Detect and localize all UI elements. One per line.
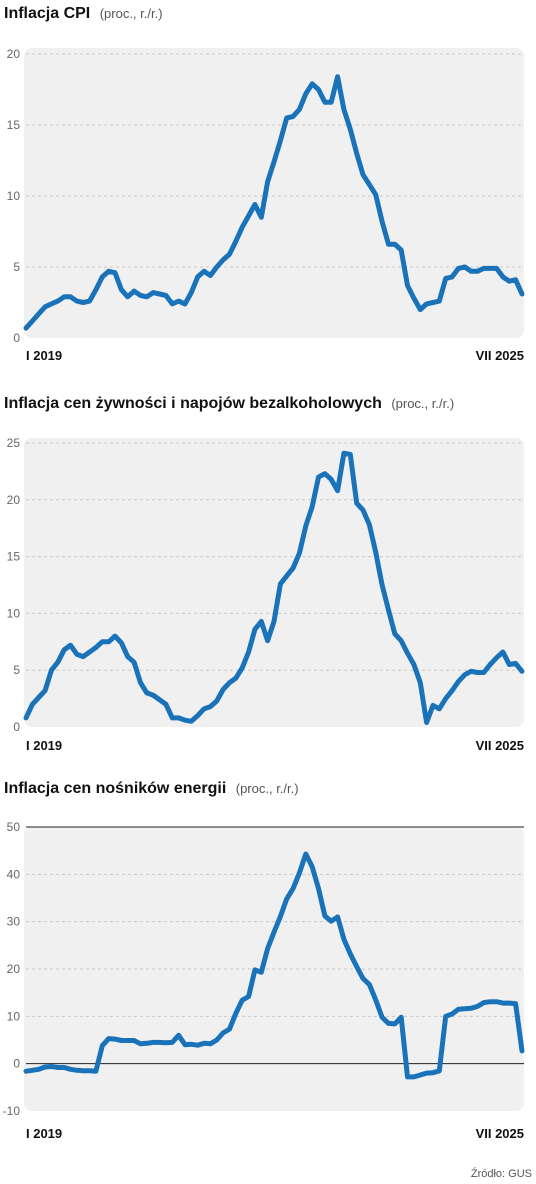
energy-y-tick-label: 30 xyxy=(7,915,21,929)
food-inflation-chart: Inflacja cen żywności i napojów bezalkoh… xyxy=(4,395,525,753)
cpi-y-tick-label: 5 xyxy=(13,260,20,274)
food-plot-area xyxy=(24,438,524,727)
food-y-tick-label: 25 xyxy=(7,436,21,450)
energy-y-tick-label: 0 xyxy=(13,1057,20,1071)
food-x-start-label: I 2019 xyxy=(26,738,62,753)
energy-y-tick-label: 20 xyxy=(7,962,21,976)
cpi-chart: Inflacja CPI (proc., r./r.) 0 5 10 15 20 I 20… xyxy=(4,5,525,363)
energy-title-unit: (proc., r./r.) xyxy=(236,781,299,796)
food-y-tick-label: 10 xyxy=(7,606,21,620)
energy-x-end-label: VII 2025 xyxy=(476,1126,524,1141)
food-y-tick-label: 0 xyxy=(13,720,20,734)
food-series-line xyxy=(23,450,525,725)
energy-y-tick-label: 50 xyxy=(7,820,21,834)
energy-series-line xyxy=(23,851,525,1080)
cpi-plot-area xyxy=(24,48,524,338)
energy-y-tick-label: -10 xyxy=(3,1104,21,1118)
food-y-tick-label: 5 xyxy=(13,663,20,677)
cpi-y-tick-label: 10 xyxy=(7,189,21,203)
cpi-y-tick-label: 0 xyxy=(13,331,20,345)
energy-y-tick-label: 10 xyxy=(7,1009,21,1023)
cpi-title-text: Inflacja CPI xyxy=(4,5,90,22)
food-x-end-label: VII 2025 xyxy=(476,738,524,753)
source-note: Źródło: GUS xyxy=(471,1167,532,1180)
cpi-y-tick-label: 15 xyxy=(7,118,21,132)
energy-x-start-label: I 2019 xyxy=(26,1126,62,1141)
cpi-series-line xyxy=(23,74,525,331)
energy-title-text: Inflacja cen nośników energii xyxy=(4,780,226,797)
cpi-y-tick-label: 20 xyxy=(7,47,21,61)
cpi-x-start-label: I 2019 xyxy=(26,348,62,363)
food-title-text: Inflacja cen żywności i napojów bezalkoh… xyxy=(4,395,382,412)
food-chart-title: Inflacja cen żywności i napojów bezalkoh… xyxy=(4,395,454,412)
energy-chart-title: Inflacja cen nośników energii (proc., r.… xyxy=(4,780,299,797)
energy-y-tick-label: 40 xyxy=(7,867,21,881)
cpi-title-unit: (proc., r./r.) xyxy=(100,6,163,21)
cpi-x-end-label: VII 2025 xyxy=(476,348,524,363)
food-y-tick-label: 15 xyxy=(7,550,21,564)
cpi-chart-title: Inflacja CPI (proc., r./r.) xyxy=(4,5,163,22)
food-y-tick-label: 20 xyxy=(7,493,21,507)
energy-inflation-chart: Inflacja cen nośników energii (proc., r.… xyxy=(3,780,525,1141)
food-title-unit: (proc., r./r.) xyxy=(391,396,454,411)
